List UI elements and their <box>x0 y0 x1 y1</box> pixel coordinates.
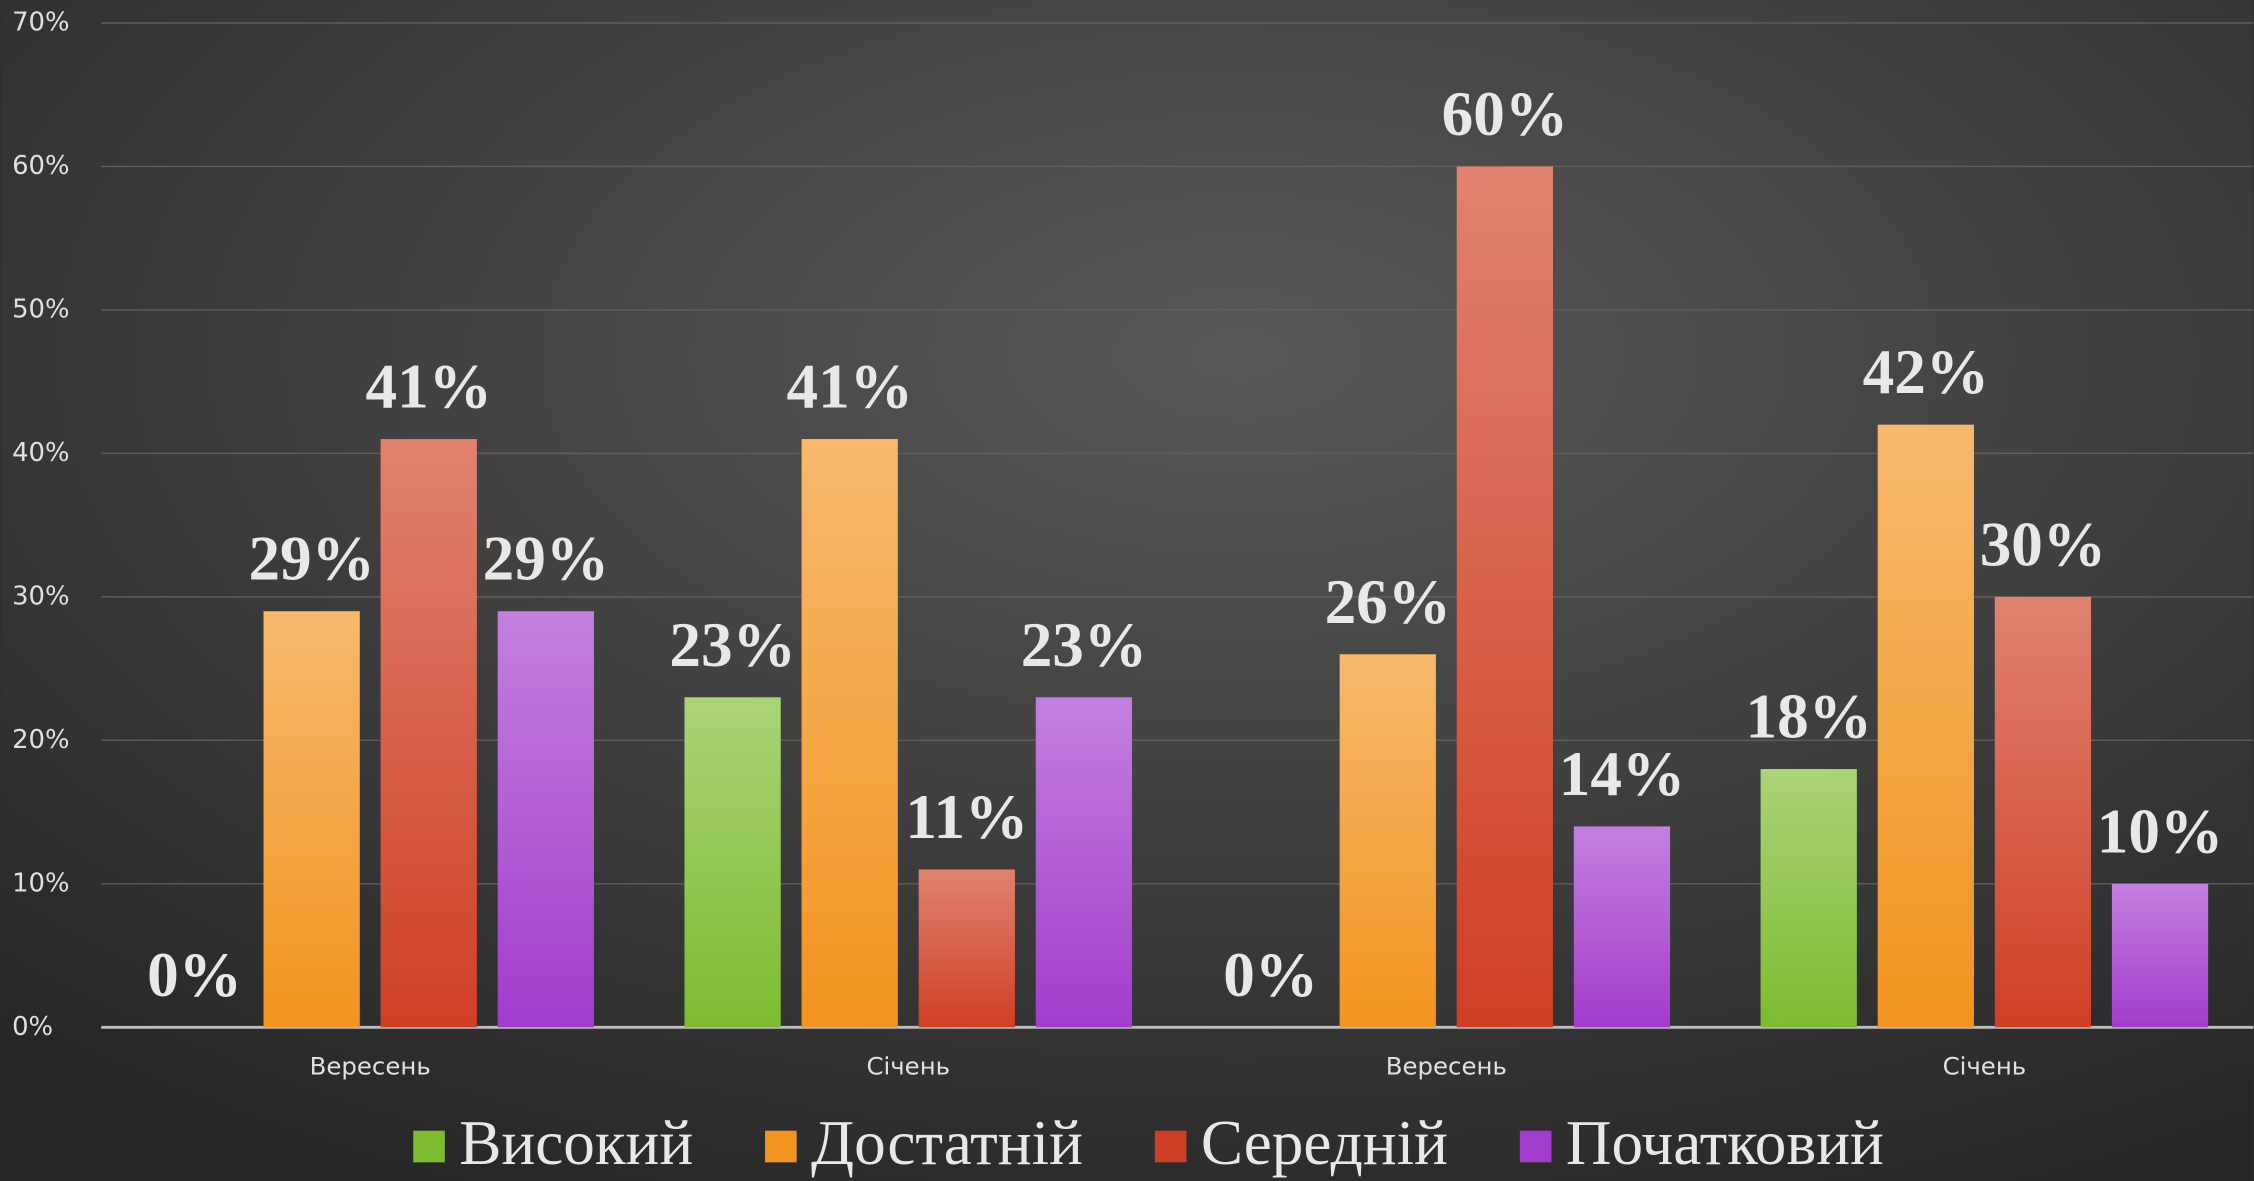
bar <box>1760 769 1857 1028</box>
legend-label: Середній <box>1201 1108 1448 1178</box>
bar <box>801 439 898 1028</box>
data-label: 23% <box>669 610 795 680</box>
data-label: 41% <box>787 352 913 422</box>
legend-swatch <box>1154 1130 1187 1163</box>
y-tick-label: 0% <box>12 1012 53 1042</box>
legend-swatch <box>1519 1130 1552 1163</box>
data-label: 41% <box>366 352 492 422</box>
data-label: 29% <box>248 524 374 594</box>
bar <box>1339 654 1436 1028</box>
data-label: 29% <box>483 524 609 594</box>
data-label: 23% <box>1021 610 1147 680</box>
bar <box>1573 826 1671 1028</box>
data-label: 30% <box>1980 509 2106 579</box>
legend-label: Достатній <box>811 1108 1083 1178</box>
legend-swatch <box>765 1130 797 1163</box>
legend-label: Високий <box>459 1108 693 1178</box>
legend-label: Початковий <box>1566 1108 1884 1178</box>
x-tick-label: Вересень <box>310 1051 431 1080</box>
bar <box>263 611 360 1028</box>
x-tick-label: Січень <box>866 1051 950 1080</box>
y-tick-label: 20% <box>12 725 69 755</box>
data-label: 18% <box>1746 682 1872 752</box>
data-label: 42% <box>1863 337 1989 407</box>
y-tick-label: 10% <box>12 868 69 898</box>
y-tick-label: 60% <box>12 151 69 181</box>
data-label: 60% <box>1442 79 1568 149</box>
data-label: 0% <box>1223 940 1318 1010</box>
x-tick-label: Вересень <box>1386 1051 1507 1080</box>
bar <box>2111 883 2209 1028</box>
data-label: 11% <box>905 782 1028 852</box>
bar <box>1994 596 2092 1028</box>
y-tick-label: 30% <box>12 581 69 611</box>
x-tick-label: Січень <box>1943 1051 2027 1080</box>
bar <box>380 439 477 1028</box>
bar <box>918 869 1015 1028</box>
data-label: 14% <box>1559 739 1685 809</box>
bar <box>1877 424 1974 1028</box>
data-label: 26% <box>1325 567 1451 637</box>
data-label: 0% <box>147 940 242 1010</box>
bar <box>497 611 594 1028</box>
y-tick-label: 40% <box>12 438 69 468</box>
bar <box>1456 166 1553 1028</box>
y-tick-label: 50% <box>12 294 69 324</box>
data-label: 10% <box>2097 796 2223 866</box>
legend-swatch <box>413 1130 445 1163</box>
legend: Високий Достатній Середній Початковий <box>413 1108 1884 1178</box>
y-tick-label: 70% <box>12 7 69 37</box>
bar <box>684 697 781 1028</box>
bar <box>1035 697 1133 1028</box>
